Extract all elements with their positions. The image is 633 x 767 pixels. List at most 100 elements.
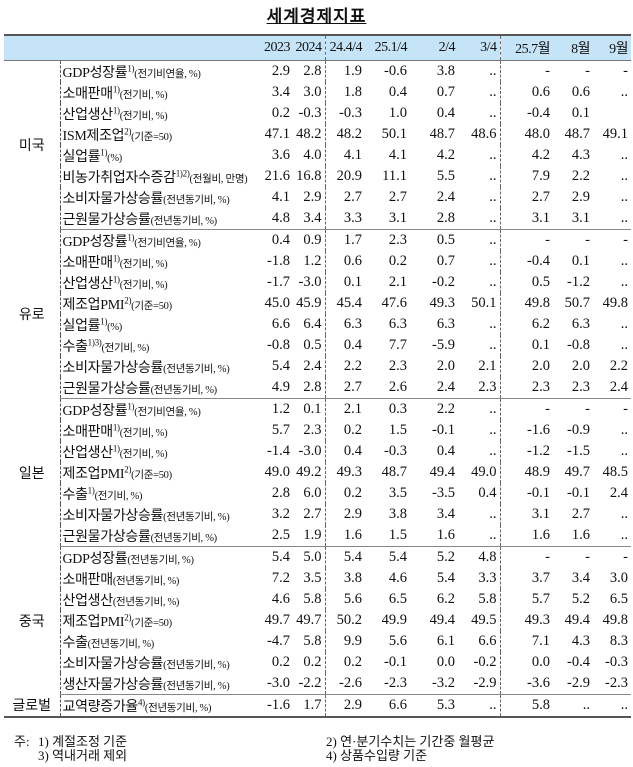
value-cell: 2.1: [343, 401, 362, 417]
value-cell: 5.4: [388, 549, 407, 565]
value-cell: -1.4: [267, 443, 290, 459]
value-cell: 48.7: [381, 464, 407, 480]
value-cell: ..: [620, 189, 628, 205]
value-cell: -0.1: [527, 485, 550, 501]
value-cell: 0.2: [271, 654, 290, 670]
value-cell: 3.0: [609, 570, 628, 586]
value-cell: 0.6: [531, 84, 550, 100]
value-cell: 3.4: [436, 506, 455, 522]
value-cell: 50.7: [564, 295, 590, 311]
indicator-name: GDP성장률: [62, 403, 128, 419]
table-row: 수출1)3)(전기비, %) -0.8 0.5 0.4 7.7 -5.9.. 0.1 -0.8…: [4, 335, 631, 356]
indicator-name: 소매판매: [62, 255, 114, 271]
value-cell: -2.3: [593, 673, 631, 695]
value-cell: -0.8: [267, 337, 290, 353]
value-cell: 49.7: [264, 612, 290, 628]
indicator-name: 소비자물가상승률: [62, 656, 164, 672]
table-row: 근원물가상승률(전년동기비, %) 4.9 2.8 2.7 2.6 2.4 2.3 2.3 2.…: [4, 377, 631, 399]
value-cell: ..: [620, 168, 628, 184]
value-cell: 6.3: [343, 316, 362, 332]
value-cell: 1.6: [410, 525, 458, 547]
value-cell: ..: [620, 253, 628, 269]
value-cell: 48.7: [429, 126, 455, 142]
region-label: 유로: [4, 229, 61, 399]
indicator-unit: (기준=50): [131, 469, 172, 481]
indicator-unit: (전기비, %): [119, 279, 168, 291]
indicator-label: 제조업PMI2)(기준=50): [60, 610, 255, 631]
indicator-name: 근원물가상승률: [62, 212, 151, 228]
indicator-unit: (전년동기비, %): [150, 384, 218, 396]
value-cell: -0.1: [432, 422, 455, 438]
indicator-unit: (전기비, %): [119, 89, 168, 101]
value-cell: 49.8: [524, 295, 550, 311]
table-row: 소비자물가상승률(전년동기비, %) 5.4 2.4 2.2 2.3 2.0 2.1 2.0 2…: [4, 356, 631, 377]
value-cell: 5.4: [271, 358, 290, 374]
value-cell: 5.6: [388, 633, 407, 649]
table-row: 중국 GDP성장률(전년동기비, %) 5.4 5.0 5.4 5.4 5.2 4.8- - -: [4, 546, 631, 695]
region-label: 일본: [4, 398, 61, 547]
value-cell: 47.1: [264, 126, 290, 142]
indicator-name: ISM제조업: [62, 128, 125, 144]
indicator-unit: (전년동기비, %): [150, 215, 218, 227]
value-cell: 0.4: [343, 443, 362, 459]
indicator-label: 비농가취업자수증감1)2)(전월비, 만명): [60, 166, 255, 187]
value-cell: 7.1: [531, 633, 550, 649]
indicator-name: 수출: [62, 487, 88, 503]
value-cell: 49.0: [458, 462, 501, 483]
value-cell: ..: [458, 208, 501, 230]
table-row: 산업생산1)(전기비, %) 0.2 -0.3 -0.3 1.0 0.4.. -0.4 0.1: [4, 103, 631, 124]
value-cell: 2.9: [343, 506, 362, 522]
value-cell: 2.8: [293, 377, 326, 399]
indicator-name: 산업생산: [62, 107, 114, 123]
column-header: 9월: [609, 42, 628, 57]
value-cell: 0.2: [343, 485, 362, 501]
column-header: 8월: [571, 42, 590, 57]
value-cell: -0.2: [432, 274, 455, 290]
value-cell: 1.6: [500, 525, 553, 547]
region-label: 미국: [4, 60, 61, 230]
value-cell: -: [545, 401, 550, 417]
indicator-unit: (기준=50): [131, 617, 172, 629]
value-cell: ..: [620, 274, 628, 290]
value-cell: 2.3: [293, 420, 326, 441]
value-cell: -2.3: [365, 673, 410, 695]
value-cell: -0.4: [527, 253, 550, 269]
value-cell: -5.9: [432, 337, 455, 353]
value-cell: 49.3: [429, 295, 455, 311]
region-label: 중국: [4, 546, 61, 695]
value-cell: 0.7: [436, 84, 455, 100]
indicator-name: 실업률: [62, 149, 101, 165]
value-cell: 49.8: [602, 295, 628, 311]
footnote-ref: 1): [87, 484, 95, 495]
value-cell: 4.1: [388, 147, 407, 163]
value-cell: 0.1: [531, 337, 550, 353]
value-cell: 6.2: [436, 591, 455, 607]
value-cell: 3.6: [271, 147, 290, 163]
value-cell: 2.4: [609, 485, 628, 501]
footnote-ref: 2): [124, 611, 132, 622]
column-header: 24.4/4: [329, 40, 363, 55]
indicator-unit: (전기비, %): [94, 490, 143, 502]
value-cell: ..: [620, 422, 628, 438]
table-row: 유로 GDP성장률1)(전기비연율, %) 0.4 0.9 1.7 2.3 0.5.. - - -: [4, 229, 631, 399]
value-cell: 6.6: [271, 316, 290, 332]
value-cell: 49.3: [524, 612, 550, 628]
value-cell: 4.2: [531, 147, 550, 163]
value-cell: 2.3: [388, 358, 407, 374]
value-cell: 48.9: [524, 464, 550, 480]
footnote-ref: 1)2): [175, 167, 190, 178]
value-cell: 3.4: [293, 208, 326, 230]
value-cell: ..: [620, 147, 628, 163]
value-cell: -1.6: [255, 694, 293, 718]
value-cell: -3.5: [432, 485, 455, 501]
value-cell: -: [585, 401, 590, 417]
value-cell: 2.4: [410, 377, 458, 399]
value-cell: -1.8: [267, 253, 290, 269]
value-cell: -0.3: [293, 103, 326, 124]
value-cell: 0.5: [531, 274, 550, 290]
value-cell: -0.3: [605, 654, 628, 670]
value-cell: -: [585, 232, 590, 248]
value-cell: 5.4: [343, 549, 362, 565]
value-cell: 6.3: [436, 316, 455, 332]
